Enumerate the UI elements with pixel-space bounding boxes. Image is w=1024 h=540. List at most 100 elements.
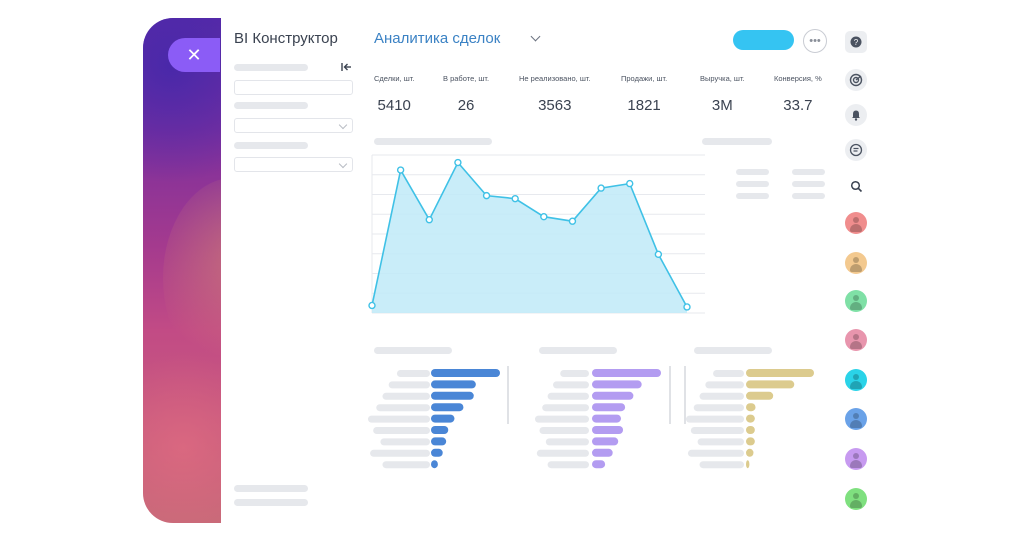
data-point xyxy=(511,194,519,203)
bar-chart-gold xyxy=(684,366,814,469)
report-selector[interactable]: Аналитика сделок xyxy=(374,30,501,47)
bar xyxy=(592,369,661,377)
bar-label-skeleton xyxy=(539,427,589,434)
bar-label-skeleton xyxy=(547,461,589,469)
bar xyxy=(592,437,619,446)
bar xyxy=(592,448,613,457)
filter-label-skeleton xyxy=(234,142,308,149)
data-point xyxy=(568,217,577,225)
footer-skeleton xyxy=(234,485,308,492)
kpi-value: 33.7 xyxy=(783,97,813,114)
filter-select[interactable] xyxy=(234,118,353,133)
more-options-button[interactable]: ••• xyxy=(803,29,827,53)
kpi-value: 3563 xyxy=(538,97,572,114)
bar-label-skeleton xyxy=(697,438,744,446)
legend-skeleton xyxy=(792,169,825,175)
legend-skeleton xyxy=(792,193,825,199)
bar-label-skeleton xyxy=(535,415,589,423)
series-line xyxy=(371,161,688,308)
bar xyxy=(431,437,447,446)
bar xyxy=(592,414,621,423)
decorative-gradient-panel xyxy=(143,18,221,523)
filter-input[interactable] xyxy=(234,80,353,95)
chat-button[interactable] xyxy=(845,139,867,161)
kpi-not-realized: Не реализовано, шт. 3563 xyxy=(519,74,591,114)
bar xyxy=(746,426,755,434)
bar xyxy=(592,391,634,400)
notifications-button[interactable] xyxy=(845,104,867,126)
area-fill xyxy=(372,162,687,313)
legend-skeleton xyxy=(736,193,769,199)
bar xyxy=(431,460,438,469)
user-icon xyxy=(853,453,859,459)
chart-title-skeleton xyxy=(374,138,492,145)
more-icon: ••• xyxy=(809,35,821,47)
data-point xyxy=(654,250,663,259)
bar-label-skeleton xyxy=(388,381,430,389)
bar-label-skeleton xyxy=(699,392,744,400)
bar-label-skeleton xyxy=(686,415,744,423)
help-button[interactable]: ? xyxy=(845,31,867,53)
data-point xyxy=(683,303,691,311)
bar-label-skeleton xyxy=(396,370,430,377)
bar xyxy=(592,426,624,434)
data-point xyxy=(597,184,605,192)
close-icon: ✕ xyxy=(186,44,202,65)
bar xyxy=(431,369,500,377)
user-avatar[interactable] xyxy=(845,329,867,351)
close-button[interactable]: ✕ xyxy=(168,38,220,72)
bar-label-skeleton xyxy=(545,438,589,446)
search-icon xyxy=(850,180,862,192)
data-point xyxy=(396,166,405,174)
bar-label-skeleton xyxy=(553,381,589,389)
kpi-deals: Сделки, шт. 5410 xyxy=(374,74,414,114)
bar-label-skeleton xyxy=(713,370,744,377)
bar xyxy=(592,403,626,412)
user-icon xyxy=(853,334,859,340)
bar-label-skeleton xyxy=(368,415,430,423)
area-chart xyxy=(368,154,705,314)
bar xyxy=(592,380,642,389)
bar xyxy=(746,391,774,400)
user-avatar[interactable] xyxy=(845,212,867,234)
legend-skeleton xyxy=(736,181,769,187)
kpi-conversion: Конверсия, % 33.7 xyxy=(774,74,822,114)
bar xyxy=(431,426,449,434)
chevron-down-icon[interactable] xyxy=(530,31,541,42)
collapse-panel-icon[interactable] xyxy=(340,62,352,72)
svg-text:?: ? xyxy=(854,38,859,47)
bar-label-skeleton xyxy=(382,392,430,400)
chevron-down-icon xyxy=(338,120,348,130)
user-avatar[interactable] xyxy=(845,290,867,312)
radar-button[interactable] xyxy=(845,69,867,91)
bar-label-skeleton xyxy=(547,392,589,400)
data-point xyxy=(368,301,376,310)
bar xyxy=(746,448,754,457)
user-avatar[interactable] xyxy=(845,488,867,510)
user-avatar[interactable] xyxy=(845,369,867,391)
user-avatar[interactable] xyxy=(845,408,867,430)
filter-select[interactable] xyxy=(234,157,353,172)
bar-label-skeleton xyxy=(373,427,430,434)
kpi-in-progress: В работе, шт. 26 xyxy=(443,74,489,114)
user-avatar[interactable] xyxy=(845,448,867,470)
primary-action-button[interactable] xyxy=(733,30,794,50)
bar xyxy=(746,437,755,446)
bar-chart-title-skeleton xyxy=(694,347,772,354)
radar-icon xyxy=(849,73,863,87)
help-icon: ? xyxy=(850,36,862,48)
kpi-label: Не реализовано, шт. xyxy=(519,74,591,83)
legend-skeleton xyxy=(736,169,769,175)
bar-label-skeleton xyxy=(536,449,589,457)
bar-label-skeleton xyxy=(542,404,589,412)
kpi-sales: Продажи, шт. 1821 xyxy=(621,74,667,114)
bar-chart-purple xyxy=(535,366,671,469)
filter-label-skeleton xyxy=(234,102,308,109)
user-avatar[interactable] xyxy=(845,252,867,274)
kpi-value: 3M xyxy=(711,97,733,114)
bar-chart-title-skeleton xyxy=(539,347,617,354)
search-button[interactable] xyxy=(845,175,867,197)
bell-icon xyxy=(852,110,860,121)
bar xyxy=(431,403,464,412)
user-icon xyxy=(853,295,859,301)
